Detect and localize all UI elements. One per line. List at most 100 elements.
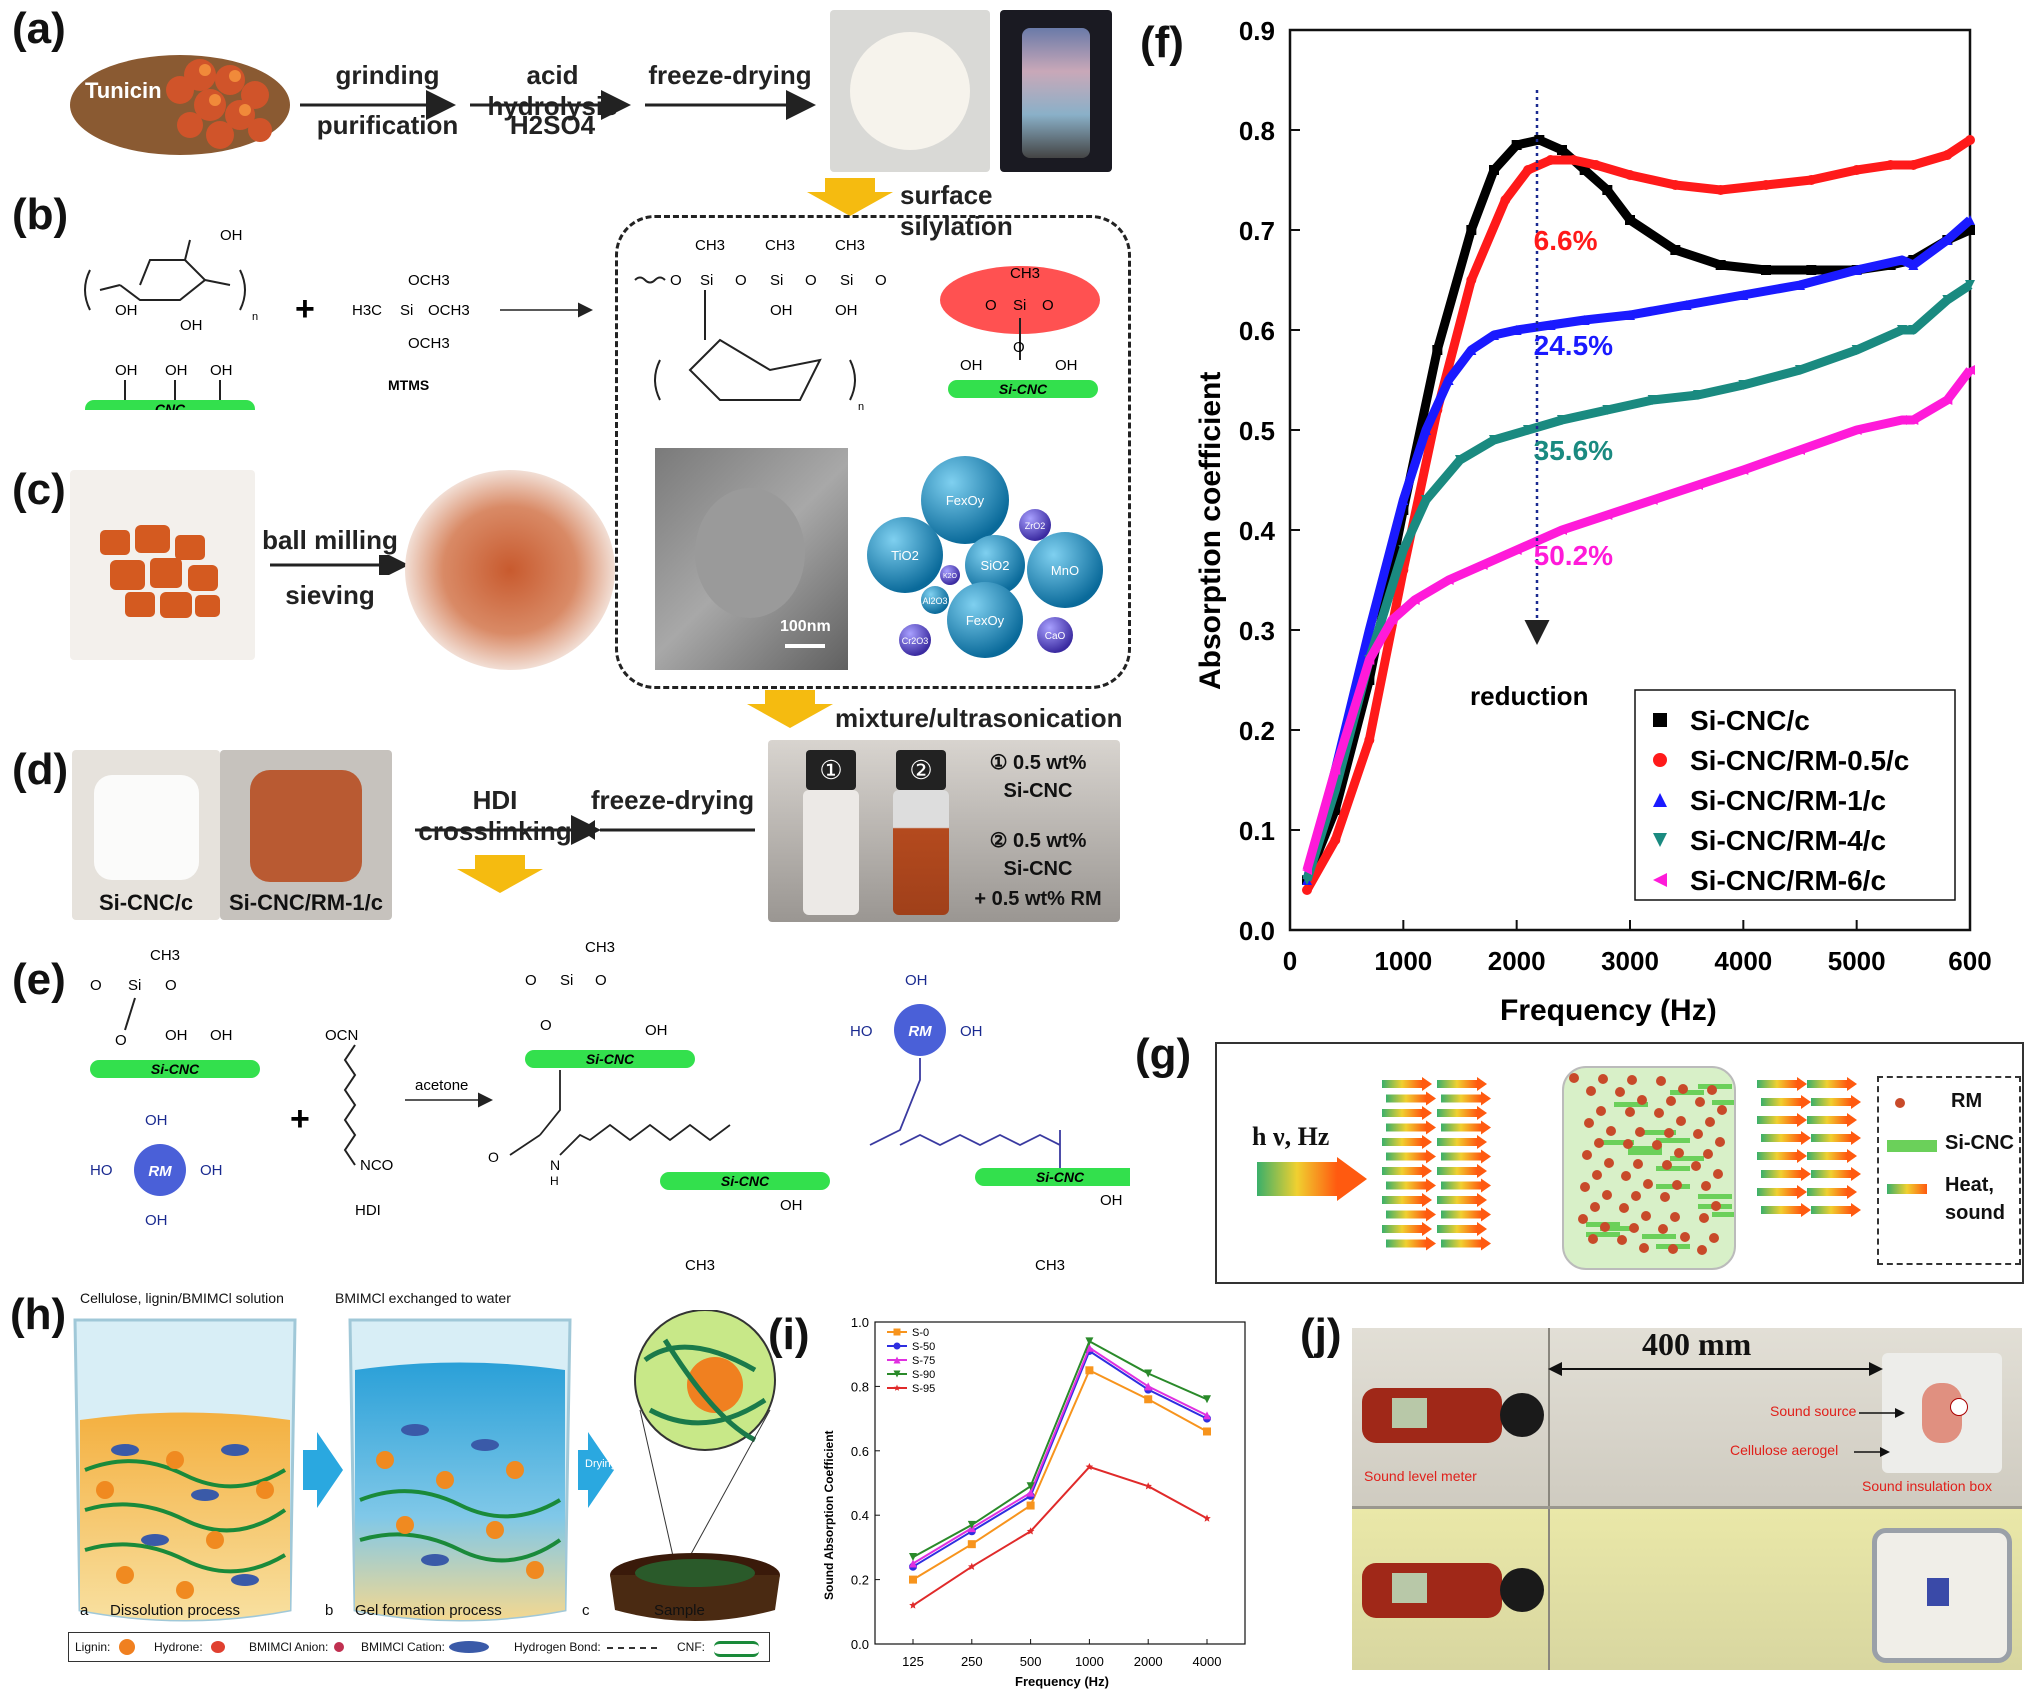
f-point (1387, 615, 1397, 625)
svg-text:FexOy: FexOy (946, 493, 985, 508)
step-grinding: grinding (335, 60, 440, 90)
f-point (1965, 365, 1975, 375)
f-point (1489, 330, 1499, 340)
f-point (1647, 395, 1658, 405)
panel-label-d: (d) (12, 745, 69, 794)
f-point (1897, 325, 1907, 335)
f-point (1398, 545, 1409, 555)
f-point (1330, 805, 1341, 815)
f-point (1715, 260, 1726, 270)
g-rm-dot (1602, 1190, 1612, 1200)
f-xtick-label: 2000 (1488, 946, 1546, 976)
svg-text:O: O (540, 1017, 552, 1034)
svg-text:CNC: CNC (155, 401, 186, 410)
panel-label-f: (f) (1140, 18, 1184, 67)
panel-label-e: (e) (12, 955, 66, 1004)
i-xtick-label: 1000 (1075, 1654, 1104, 1669)
i-xtick-label: 500 (1020, 1654, 1042, 1669)
i-series-line (912, 1368, 1208, 1581)
svg-text:N: N (550, 1157, 560, 1173)
red-mud-powder (405, 470, 615, 670)
svg-text:OH: OH (145, 1212, 168, 1229)
g-rm-dot (1598, 1074, 1608, 1084)
g-rm-dot (1658, 1224, 1668, 1234)
i-ytick-label: 0.8 (851, 1379, 869, 1394)
g-wave-arrowhead (1477, 1106, 1487, 1120)
svg-text:OH: OH (835, 302, 858, 319)
f-ytick-label: 0.1 (1239, 816, 1275, 846)
svg-text:O: O (595, 972, 607, 989)
si-cnc-c-photo: Si-CNC/c (72, 750, 220, 920)
step-ball-milling: ball milling (262, 525, 398, 555)
h-title-left: Cellulose, lignin/BMIMCl solution (80, 1290, 284, 1306)
svg-text:Si: Si (700, 272, 713, 289)
i-legend-label: S-75 (912, 1355, 935, 1367)
g-wave-arrowhead (1477, 1135, 1487, 1149)
svg-text:+: + (295, 290, 315, 328)
f-point (1511, 325, 1522, 335)
g-wave-arrow (1757, 1188, 1797, 1196)
g-rm-dot (1672, 1180, 1682, 1190)
svg-text:CH3: CH3 (765, 237, 795, 254)
f-point (1557, 145, 1567, 155)
f-xtick-label: 1000 (1374, 946, 1432, 976)
svg-text:OH: OH (165, 1027, 188, 1044)
f-point (1398, 495, 1409, 505)
g-wave-arrow (1811, 1170, 1851, 1178)
f-ytick-label: 0.6 (1239, 316, 1275, 346)
f-point (1693, 390, 1703, 400)
g-si-cnc-rod (1670, 1156, 1704, 1161)
g-wave-arrow (1386, 1152, 1426, 1161)
heat-arrow-icon (1887, 1184, 1927, 1194)
svg-text:CH3: CH3 (695, 237, 725, 254)
f-point (1579, 315, 1590, 325)
f-point (1851, 265, 1862, 275)
f-point (1738, 465, 1749, 475)
g-wave-arrow (1441, 1094, 1481, 1103)
g-wave-arrowhead (1801, 1203, 1811, 1217)
svg-text:TiO2: TiO2 (891, 548, 919, 563)
f-point (1545, 320, 1556, 330)
svg-text:O: O (875, 272, 887, 289)
g-wave-arrowhead (1481, 1149, 1491, 1164)
svg-text:K2O: K2O (943, 573, 958, 580)
i-legend-marker (893, 1384, 901, 1391)
h-caption-c: Sample (654, 1602, 705, 1619)
g-wave-arrow (1382, 1167, 1422, 1175)
svg-text:H3C: H3C (352, 302, 382, 319)
svg-text:OH: OH (210, 362, 233, 379)
g-wave-arrow (1437, 1225, 1477, 1233)
g-rm-dot (1666, 1096, 1676, 1106)
svg-text:Si: Si (840, 272, 853, 289)
chart-f: 0.0 0.1 0.2 0.3 0.4 0.5 0.6 0.7 0.8 0.9 0 1000 2000 3… (1194, 16, 1992, 1027)
i-point (1203, 1411, 1211, 1420)
i-xtick-label: 125 (902, 1654, 924, 1669)
g-wave-arrowhead (1477, 1164, 1487, 1178)
f-point (1557, 415, 1567, 425)
g-rm-dot (1617, 1235, 1627, 1245)
g-wave-arrowhead (1422, 1222, 1432, 1236)
g-wave-arrowhead (1797, 1077, 1807, 1091)
g-arrows (1382, 1077, 1861, 1251)
panel-label-g: (g) (1135, 1030, 1192, 1079)
f-ytick-label: 0.2 (1239, 716, 1275, 746)
svg-text:O: O (525, 972, 537, 989)
g-rm-dot (1588, 1234, 1598, 1244)
f-point (1302, 875, 1312, 885)
g-wave-arrowhead (1426, 1207, 1436, 1222)
g-wave-arrow (1761, 1170, 1801, 1178)
i-point (1144, 1395, 1153, 1404)
sound-source-label: Sound source (1770, 1403, 1857, 1419)
svg-text:OCH3: OCH3 (428, 302, 470, 319)
svg-text:HDI: HDI (355, 1202, 381, 1219)
panel-label-j: (j) (1300, 1310, 1342, 1359)
scale-bar-label: 100nm (780, 618, 831, 635)
g-rm-dot (1594, 1138, 1604, 1148)
svg-text:OH: OH (180, 317, 203, 334)
svg-text:OH: OH (960, 357, 983, 374)
svg-text:CH3: CH3 (585, 939, 615, 956)
f-legend-marker (1653, 753, 1667, 767)
i-point (967, 1540, 976, 1549)
f-point (1511, 140, 1522, 150)
svg-text:O: O (1013, 339, 1025, 356)
